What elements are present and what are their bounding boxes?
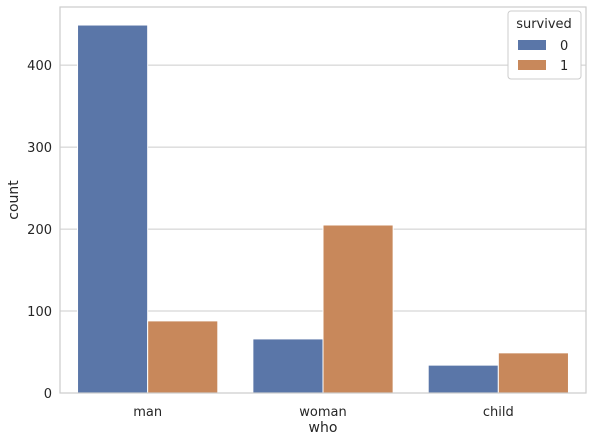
x-tick-label-woman: woman bbox=[299, 405, 346, 420]
legend-swatch-0 bbox=[518, 40, 546, 50]
bar-child-survived-0 bbox=[427, 364, 499, 394]
x-axis-label: who bbox=[309, 420, 338, 436]
x-tick-label-child: child bbox=[483, 405, 514, 420]
legend-label-1: 1 bbox=[560, 59, 568, 74]
bar-man-survived-1 bbox=[147, 320, 219, 394]
legend-title: survived bbox=[516, 17, 572, 32]
y-tick-label-300: 300 bbox=[27, 141, 52, 156]
y-tick-label-200: 200 bbox=[27, 223, 52, 238]
legend-label-0: 0 bbox=[560, 39, 568, 54]
x-tick-label-man: man bbox=[133, 405, 162, 420]
bar-child-survived-1 bbox=[497, 352, 569, 394]
plot-frame bbox=[59, 6, 587, 394]
y-tick-label-400: 400 bbox=[27, 59, 52, 74]
x-ticks: man woman child bbox=[133, 405, 514, 420]
y-tick-label-0: 0 bbox=[44, 387, 52, 402]
bar-woman-survived-0 bbox=[252, 338, 324, 394]
y-tick-label-100: 100 bbox=[27, 305, 52, 320]
bar-woman-survived-1 bbox=[322, 224, 394, 394]
bar-man-survived-0 bbox=[77, 24, 149, 394]
y-axis-label: count bbox=[6, 180, 22, 220]
legend-swatch-1 bbox=[518, 60, 546, 70]
y-ticks: 0 100 200 300 400 bbox=[27, 59, 52, 402]
legend: survived 0 1 bbox=[507, 10, 582, 80]
